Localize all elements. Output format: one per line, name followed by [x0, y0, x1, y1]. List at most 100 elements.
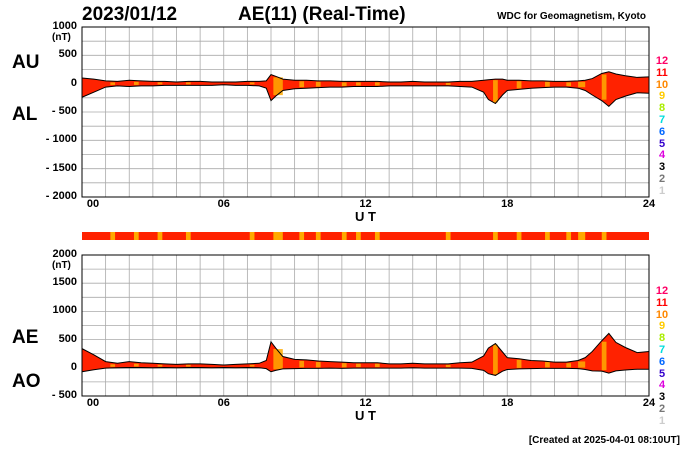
activity-highlight [133, 363, 139, 367]
legend-item: 12 [655, 55, 669, 67]
y-tick-label: 2000 [52, 248, 77, 260]
activity-highlight [341, 363, 347, 368]
x-tick-label: 06 [217, 198, 230, 210]
activity-highlight [545, 362, 550, 368]
activity-bar-segment [578, 232, 586, 240]
legend-item: 3 [658, 391, 666, 404]
activity-bar [82, 232, 649, 240]
activity-highlight [374, 363, 380, 368]
y-tick-label: 1500 [52, 276, 77, 289]
legend-item: 6 [658, 125, 666, 138]
activity-highlight [516, 81, 522, 89]
legend-item: 2 [658, 173, 666, 185]
x-tick-label: 24 [642, 397, 656, 409]
x-tick-label: 00 [86, 397, 100, 409]
activity-highlight [273, 77, 283, 96]
series-label-ao: AO [12, 371, 41, 392]
activity-bar-segment [356, 232, 361, 240]
activity-bar-segment [110, 232, 116, 240]
plot-frame [81, 26, 650, 198]
activity-highlight [445, 82, 451, 85]
legend-item: 1 [658, 184, 666, 197]
activity-highlight [356, 363, 361, 368]
x-tick-label: 18 [501, 397, 514, 409]
activity-highlight [356, 82, 361, 86]
plot-title: AE(11) (Real-Time) [238, 4, 406, 25]
legend-item: 10 [655, 308, 669, 321]
legend-item: 9 [658, 90, 666, 103]
activity-highlight [516, 359, 522, 368]
series-label-al: AL [12, 104, 38, 125]
legend-item: 4 [658, 379, 666, 392]
series-line-al [81, 84, 650, 107]
legend-item: 5 [658, 367, 666, 380]
y-tick-label: 500 [58, 332, 77, 345]
x-tick-label: 12 [359, 198, 372, 210]
legend-item: 4 [658, 149, 666, 162]
activity-highlight [133, 81, 139, 85]
activity-highlight [157, 364, 163, 367]
activity-highlight [273, 349, 283, 370]
x-axis-label: U T [355, 408, 376, 423]
activity-highlight [157, 82, 163, 85]
legend-item: 1 [658, 414, 666, 427]
legend-item: 8 [658, 102, 666, 115]
activity-highlight [566, 363, 572, 368]
activity-bar-segment [545, 232, 550, 240]
activity-highlight [299, 81, 305, 88]
plot-frame [81, 254, 650, 397]
y-tick-label: - 2000 [45, 190, 77, 202]
x-tick-label: 18 [501, 198, 514, 210]
activity-bar-segment [601, 232, 607, 240]
activity-highlight [315, 362, 321, 368]
activity-bar-segment [299, 232, 305, 240]
legend-item: 5 [658, 137, 666, 150]
activity-highlight [110, 364, 116, 367]
activity-highlight [493, 80, 498, 103]
area-fill [82, 333, 649, 376]
y-tick-label: - 1500 [45, 161, 77, 174]
y-unit-label: (nT) [52, 260, 71, 271]
legend-item: 8 [658, 332, 666, 345]
activity-highlight [578, 361, 586, 368]
legend-item: 7 [658, 344, 666, 356]
activity-highlight [185, 364, 191, 367]
activity-highlight [249, 364, 255, 367]
legend-item: 9 [658, 320, 666, 333]
activity-highlight [374, 82, 380, 86]
source-label: WDC for Geomagnetism, Kyoto [497, 11, 646, 22]
activity-bar-segment [516, 232, 522, 240]
activity-bar-segment [185, 232, 191, 240]
y-tick-label: - 500 [51, 105, 77, 117]
activity-highlight [341, 82, 347, 87]
activity-highlight [185, 82, 191, 85]
y-tick-label: - 1000 [45, 133, 77, 146]
activity-highlight [566, 82, 572, 87]
created-timestamp: [Created at 2025-04-01 08:10UT] [528, 435, 680, 446]
y-tick-label: 500 [58, 48, 77, 61]
date-label: 2023/01/12 [82, 4, 178, 25]
activity-bar-segment [249, 232, 255, 240]
activity-highlight [249, 82, 255, 85]
series-line-au [81, 71, 650, 83]
activity-bar-segment [493, 232, 498, 240]
legend-item: 11 [656, 296, 668, 309]
series-label-au: AU [12, 52, 40, 73]
x-tick-label: 24 [642, 198, 656, 210]
activity-bar-segment [341, 232, 347, 240]
activity-bar-segment [157, 232, 163, 240]
activity-bar-segment [445, 232, 451, 240]
activity-bar-segment [133, 232, 139, 240]
legend-item: 12 [655, 285, 669, 297]
activity-highlight [445, 364, 451, 368]
x-tick-label: 06 [217, 397, 230, 409]
x-tick-label: 12 [359, 397, 372, 409]
y-tick-label: - 500 [51, 389, 77, 401]
x-tick-label: 00 [86, 198, 100, 210]
legend-item: 6 [658, 355, 666, 368]
activity-highlight [601, 341, 607, 371]
y-tick-label: 1000 [52, 20, 77, 32]
legend-item: 3 [658, 161, 666, 174]
activity-highlight [299, 360, 305, 368]
